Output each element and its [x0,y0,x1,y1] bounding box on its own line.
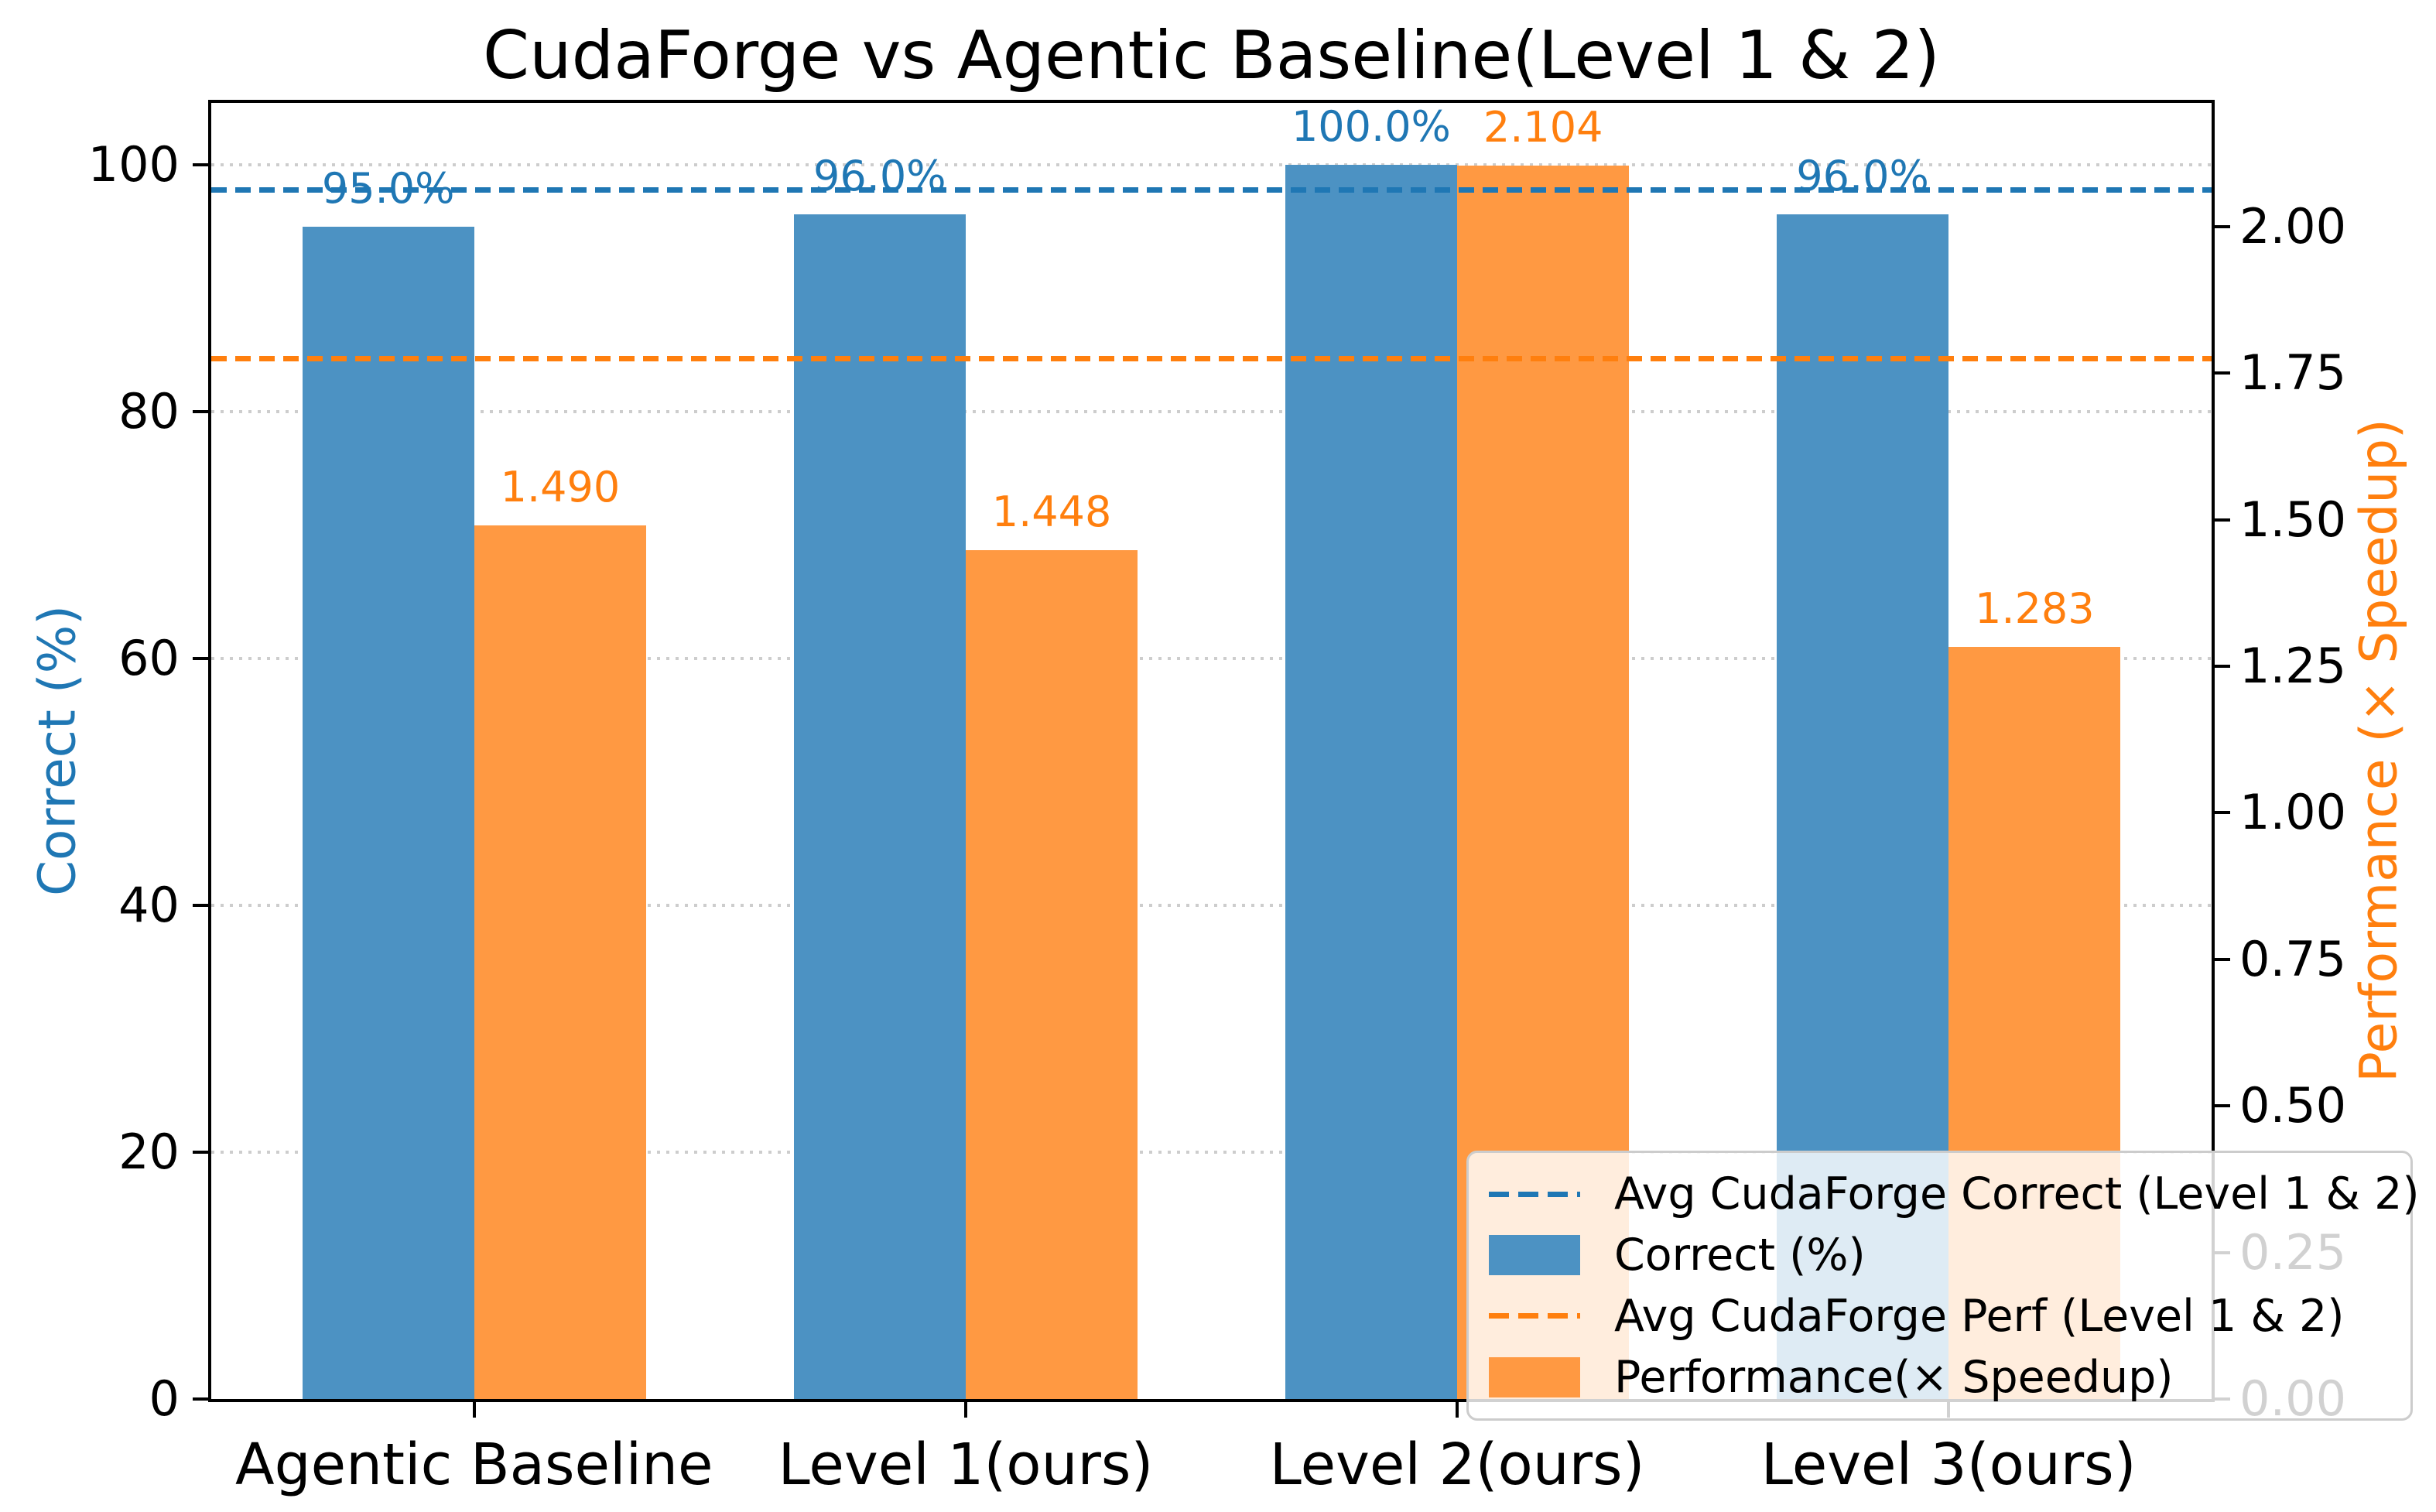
bar-value-label: 96.0% [1796,151,1929,200]
gridline [211,162,2212,166]
x-axis-spine [208,1399,2215,1402]
top-spine [208,100,2215,103]
legend-entry-correct: Correct (%) [1489,1230,2390,1281]
left-axis-tick-label: 80 [118,382,180,440]
right-axis-tick [2215,371,2230,375]
gridline [211,1150,2212,1154]
legend-entry-avg-correct: Avg CudaForge Correct (Level 1 & 2) [1489,1168,2420,1220]
bar-value-label: 1.490 [500,463,621,512]
right-axis-tick-label: 0.50 [2239,1077,2347,1134]
left-axis-tick [193,1150,208,1154]
right-axis-spine [2212,100,2215,1402]
bar-value-label: 96.0% [813,151,946,200]
dashed-line-sample-icon [1489,1313,1580,1319]
plot-area: 95.0% 96.0% 100.0% 96.0% 1.490 1.448 2.104 1.28… [193,100,2420,1421]
bar-value-label: 1.448 [991,487,1112,537]
x-axis-tick [472,1402,476,1418]
left-axis-tick-label: 60 [118,629,180,686]
right-axis-tick-label: 1.75 [2239,344,2347,402]
left-axis-tick [193,656,208,660]
x-axis-tick-label: Level 3(ours) [1760,1432,2137,1498]
gridline [211,409,2212,413]
left-axis-tick [193,162,208,166]
bar [302,226,474,1399]
left-axis-tick-label: 20 [118,1123,180,1180]
right-axis-tick-label: 0.75 [2239,930,2347,987]
right-axis-tick [2215,1104,2230,1108]
average-reference-line [211,186,2212,193]
legend: Avg CudaForge Correct (Level 1 & 2) Corr… [1466,1151,2420,1421]
dashed-line-sample-icon [1489,1191,1580,1197]
legend-entry-label: Correct (%) [1614,1230,1866,1281]
bar [1285,164,1458,1399]
right-axis-tick-label: 2.00 [2239,197,2347,255]
right-axis-tick-label: 1.25 [2239,638,2347,695]
legend-entry-avg-perf: Avg CudaForge Perf (Level 1 & 2) [1489,1291,2390,1342]
legend-entry-label: Avg CudaForge Perf (Level 1 & 2) [1614,1290,2345,1342]
right-axis-tick [2215,224,2230,228]
legend-entry-label: Performance(× Speedup) [1614,1351,2174,1403]
legend-entry-label: Avg CudaForge Correct (Level 1 & 2) [1614,1168,2420,1220]
right-axis-tick [2215,957,2230,961]
left-axis-tick-label: 40 [118,876,180,933]
chart-title: CudaForge vs Agentic Baseline(Level 1 & … [483,17,1940,94]
orange-patch-sample-icon [1489,1356,1580,1397]
left-axis-tick [193,903,208,907]
bar-value-label: 2.104 [1483,103,1603,152]
left-axis-tick-label: 100 [87,135,180,193]
bar [793,214,966,1399]
x-axis-tick-label: Level 2(ours) [1269,1432,1645,1498]
right-axis-label: Performance (× Speedup) [2349,419,2409,1083]
left-axis-spine [208,100,211,1402]
x-axis-tick [1456,1402,1459,1418]
right-axis-tick [2215,665,2230,669]
x-axis-tick [963,1402,967,1418]
right-axis-tick-label: 1.50 [2239,491,2347,548]
left-axis-tick [193,409,208,413]
x-axis-tick-label: Level 1(ours) [778,1432,1154,1498]
x-axis-tick-label: Agentic Baseline [235,1432,713,1498]
left-axis-tick [193,1397,208,1401]
gridline [211,903,2212,907]
legend-entry-performance: Performance(× Speedup) [1489,1352,2390,1403]
gridline [211,656,2212,660]
bar-value-label: 100.0% [1291,101,1451,151]
average-reference-line [211,355,2212,361]
bar-value-label: 1.283 [1975,584,2095,634]
left-axis-tick-label: 0 [149,1370,180,1427]
blue-patch-sample-icon [1489,1235,1580,1276]
right-axis-tick [2215,518,2230,522]
right-axis-tick [2215,811,2230,815]
bar-value-label: 95.0% [321,163,455,213]
bar [965,550,1138,1399]
bar [474,525,647,1399]
right-axis-tick-label: 1.00 [2239,784,2347,841]
